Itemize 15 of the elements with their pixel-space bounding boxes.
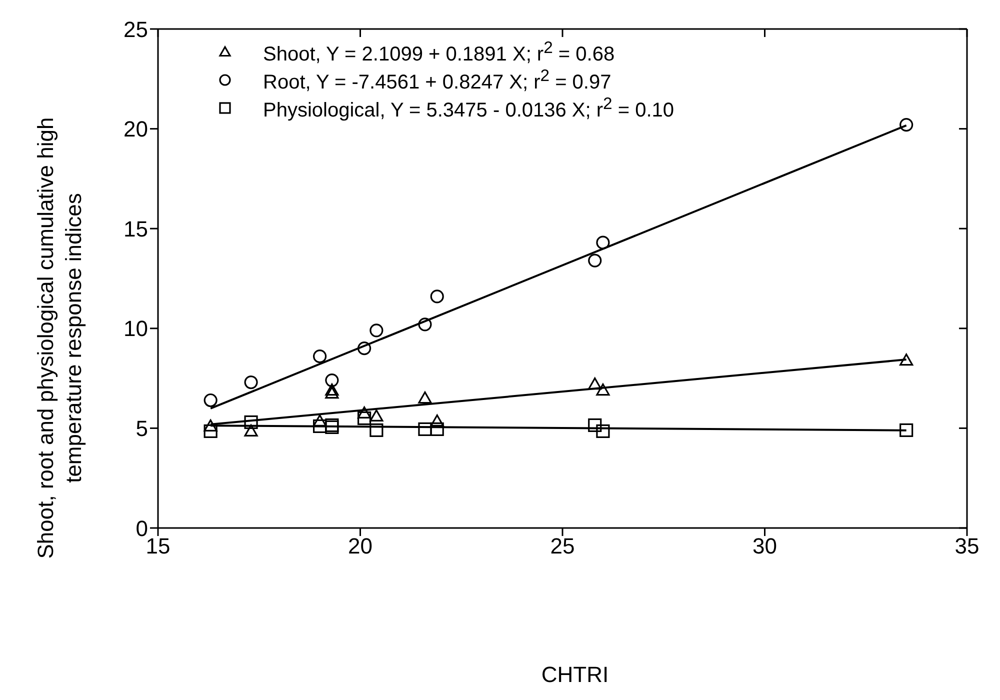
y-tick-label: 25 xyxy=(124,16,148,42)
x-tick-label: 20 xyxy=(348,534,372,559)
y-tick-label: 5 xyxy=(136,416,148,442)
y-tick-label: 10 xyxy=(124,316,148,342)
y-axis-title: Shoot, root and physiological cumulative high temperature response indices xyxy=(32,116,87,561)
y-tick-label: 20 xyxy=(124,116,148,142)
x-tick-label: 35 xyxy=(954,534,980,559)
x-tick-label: 25 xyxy=(550,534,575,559)
legend-label: Root, Y = -7.4561 + 0.8247 X; r$^{2}$ = 0.97 xyxy=(263,66,612,94)
x-tick-label: 30 xyxy=(752,534,777,559)
x-axis-title: CHTRI xyxy=(540,662,610,688)
y-tick-label: 15 xyxy=(124,216,148,242)
legend-label: Shoot, Y = 2.1099 + 0.1891 X; r$^{2}$ = 0.68 xyxy=(263,38,615,66)
legend-label: Physiological, Y = 5.3475 - 0.0136 X; r$^{2}$ = 0.10 xyxy=(263,94,674,122)
y-tick-label: 0 xyxy=(136,516,148,541)
